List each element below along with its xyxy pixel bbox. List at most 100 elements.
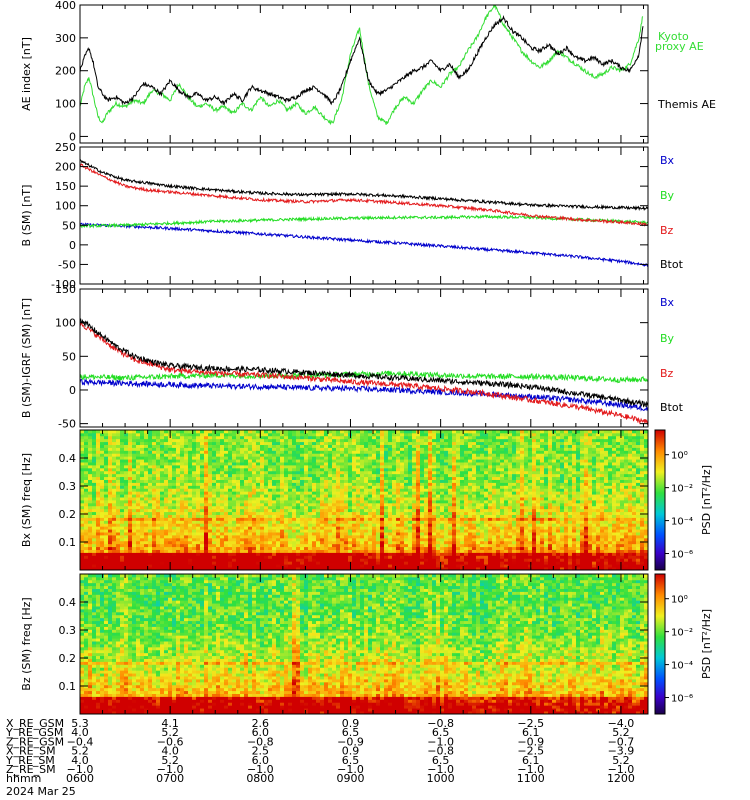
spectrogram-cell	[416, 465, 421, 469]
spectrogram-cell	[360, 508, 365, 513]
spectrogram-cell	[344, 549, 349, 553]
spectrogram-cell	[308, 432, 313, 437]
spectrogram-cell	[160, 488, 165, 492]
spectrogram-cell	[240, 526, 245, 530]
spectrogram-cell	[452, 479, 457, 483]
spectrogram-cell	[316, 497, 321, 501]
spectrogram-cell	[272, 470, 277, 475]
spectrogram-cell	[392, 567, 397, 571]
spectrogram-cell	[204, 555, 209, 559]
spectrogram-cell	[236, 444, 241, 448]
spectrogram-cell	[252, 462, 257, 466]
spectrogram-cell	[140, 482, 145, 486]
spectrogram-cell	[428, 529, 433, 533]
spectrogram-cell	[376, 558, 381, 562]
spectrogram-cell	[468, 558, 473, 562]
spectrogram-cell	[200, 473, 205, 478]
spectrogram-cell	[256, 459, 261, 463]
spectrogram-cell	[356, 549, 361, 553]
spectrogram-cell	[264, 450, 269, 454]
spectrogram-cell	[420, 505, 425, 510]
spectrogram-cell	[184, 520, 189, 524]
spectrogram-cell	[316, 438, 321, 443]
spectrogram-cell	[360, 564, 365, 568]
spectrogram-cell	[120, 482, 125, 486]
spectrogram-cell	[328, 549, 333, 553]
spectrogram-cell	[144, 535, 149, 539]
spectrogram-cell	[112, 432, 117, 437]
spectrogram-cell	[280, 508, 285, 513]
spectrogram-cell	[148, 453, 153, 457]
spectrogram-cell	[448, 532, 453, 536]
spectrogram-cell	[328, 465, 333, 469]
spectrogram-cell	[292, 441, 297, 445]
spectrogram-cell	[264, 567, 269, 571]
spectrogram-cell	[208, 470, 213, 475]
spectrogram-cell	[292, 520, 297, 524]
spectrogram-cell	[228, 441, 233, 445]
spectrogram-cell	[392, 473, 397, 478]
spectrogram-cell	[276, 561, 281, 565]
spectrogram-cell	[300, 502, 305, 507]
series-line-btot	[80, 159, 648, 212]
spectrogram-cell	[404, 459, 409, 463]
spectrogram-cell	[360, 561, 365, 565]
spectrogram-cell	[248, 465, 253, 469]
spectrogram-cell	[216, 438, 221, 443]
spectrogram-cell	[212, 432, 217, 437]
spectrogram-cell	[92, 476, 97, 480]
spectrogram-cell	[132, 456, 137, 460]
spectrogram-cell	[244, 505, 249, 510]
spectrogram-cell	[112, 467, 117, 472]
spectrogram-cell	[284, 444, 289, 448]
spectrogram-cell	[316, 561, 321, 565]
spectrogram-cell	[320, 450, 325, 454]
spectrogram-cell	[192, 567, 197, 571]
spectrogram-cell	[356, 520, 361, 524]
spectrogram-cell	[436, 511, 441, 515]
spectrogram-cell	[288, 465, 293, 469]
spectrogram-cell	[240, 432, 245, 437]
spectrogram-cell	[448, 441, 453, 445]
spectrogram-cell	[144, 555, 149, 559]
spectrogram-cell	[144, 479, 149, 483]
spectrogram-cell	[424, 462, 429, 466]
spectrogram-cell	[176, 467, 181, 472]
spectrogram-cell	[432, 470, 437, 475]
spectrogram-cell	[120, 494, 125, 498]
spectrogram-cell	[224, 435, 229, 440]
spectrogram-cell	[160, 435, 165, 440]
spectrogram-cell	[160, 511, 165, 515]
spectrogram-cell	[424, 526, 429, 530]
spectrogram-cell	[264, 543, 269, 548]
spectrogram-cell	[472, 514, 477, 518]
spectrogram-cell	[300, 567, 305, 571]
spectrogram-cell	[264, 517, 269, 521]
spectrogram-cell	[404, 558, 409, 562]
spectrogram-cell	[136, 523, 141, 527]
spectrogram-cell	[340, 479, 345, 483]
spectrogram-cell	[352, 497, 357, 501]
spectrogram-cell	[328, 494, 333, 498]
spectrogram-cell	[180, 523, 185, 527]
spectrogram-cell	[256, 523, 261, 527]
spectrogram-cell	[176, 453, 181, 457]
spectrogram-cell	[304, 476, 309, 480]
spectrogram-cell	[208, 552, 213, 556]
spectrogram-cell	[308, 561, 313, 565]
spectrogram-cell	[144, 476, 149, 480]
spectrogram-cell	[244, 467, 249, 472]
spectrogram-cell	[100, 508, 105, 513]
spectrogram-cell	[104, 555, 109, 559]
spectrogram-cell	[228, 546, 233, 550]
spectrogram-cell	[440, 459, 445, 463]
spectrogram-cell	[288, 491, 293, 495]
spectrogram-cell	[432, 535, 437, 539]
spectrogram-cell	[464, 459, 469, 463]
y-tick-label: 50	[62, 219, 76, 232]
spectrogram-cell	[232, 441, 237, 445]
spectrogram-cell	[364, 561, 369, 565]
spectrogram-cell	[344, 532, 349, 536]
spectrogram-cell	[112, 523, 117, 527]
spectrogram-cell	[92, 450, 97, 454]
